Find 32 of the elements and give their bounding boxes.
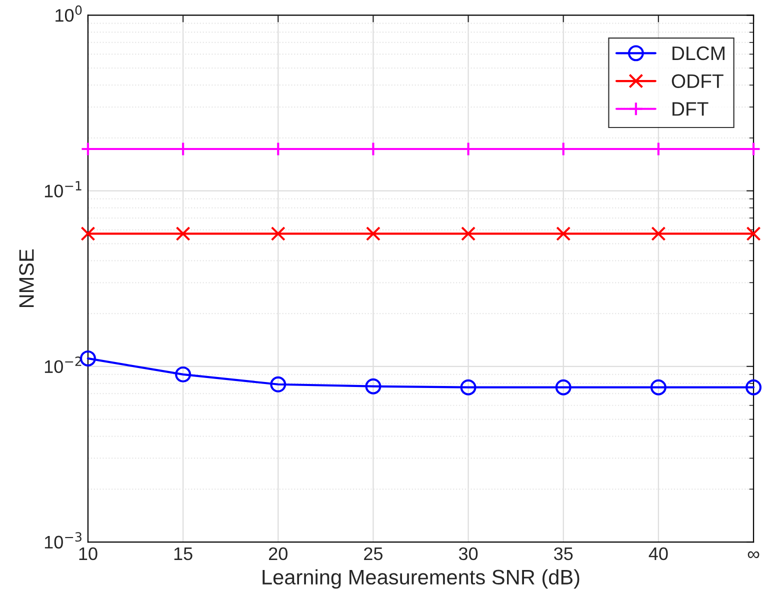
x-tick-label: 25: [364, 547, 382, 560]
point: [366, 226, 381, 241]
point: [650, 379, 666, 396]
point: [556, 226, 571, 241]
y-axis-title: NMSE: [19, 249, 34, 308]
legend-label: ODFT: [672, 74, 724, 88]
point: [80, 350, 96, 366]
point: [270, 226, 286, 241]
point: [746, 226, 761, 241]
point: [176, 226, 190, 241]
x-tick-label: 15: [174, 548, 192, 560]
point: [270, 376, 286, 392]
y-tick-label: 10$^{−1}$: [44, 181, 82, 198]
legend-label: DFT: [672, 102, 708, 116]
x-tick-label: 40: [648, 547, 668, 560]
x-tick-label: 30: [458, 547, 478, 560]
point: [80, 226, 96, 241]
y-tick-label: 10$^{0}$: [56, 5, 82, 22]
legend-label: DLCM: [672, 46, 724, 60]
point: [651, 226, 666, 241]
x-tick-label: 20: [269, 547, 288, 560]
x-axis-title: Learning Measurements SNR (dB): [262, 569, 580, 589]
x-tick-label: 10: [79, 547, 98, 560]
x-tick-label: ∞: [748, 551, 760, 558]
point: [365, 378, 382, 394]
point: [175, 366, 192, 382]
x-tick-label: 35: [554, 547, 573, 560]
point: [555, 379, 572, 396]
point: [746, 379, 762, 396]
point: [460, 379, 476, 396]
point: [460, 226, 476, 241]
y-tick-label: 10$^{−3}$: [44, 532, 82, 549]
